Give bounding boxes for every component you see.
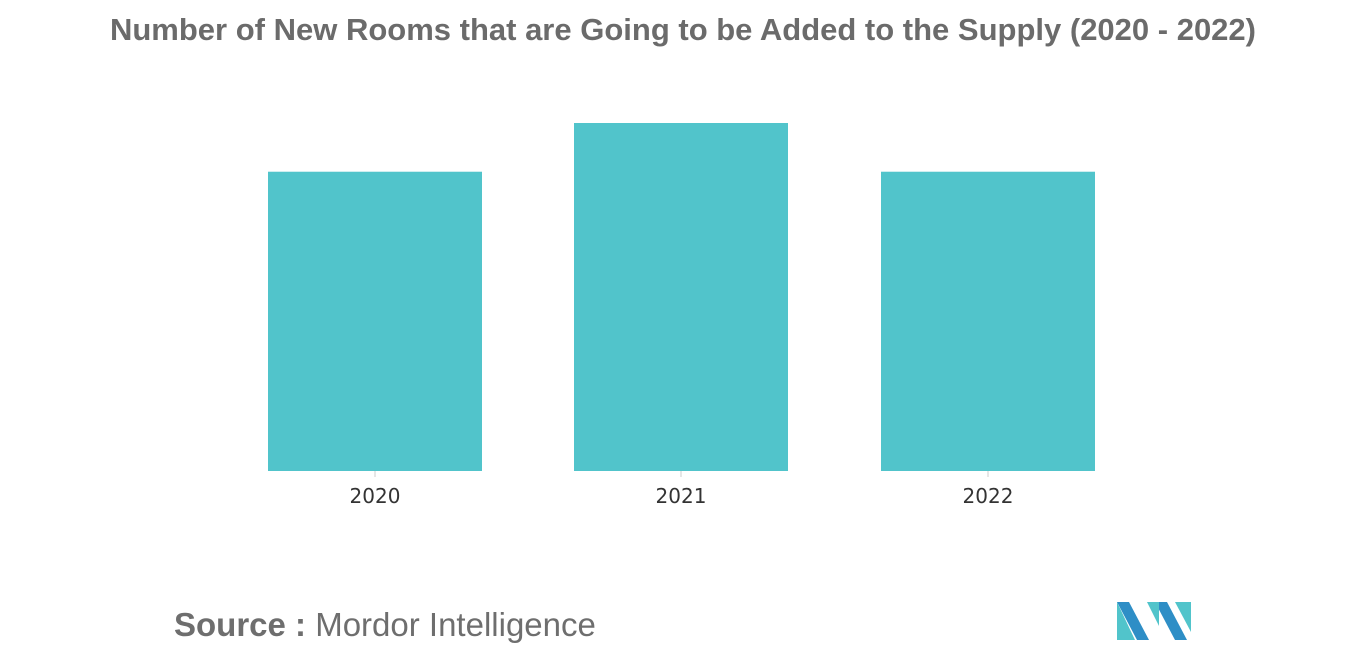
mordor-intelligence-logo-icon — [1117, 602, 1191, 640]
x-tick-label-2021: 2021 — [656, 484, 707, 508]
chart-title: Number of New Rooms that are Going to be… — [109, 12, 1256, 47]
bar-2022 — [881, 171, 1095, 471]
bar-2021 — [574, 123, 788, 471]
bars-group — [268, 123, 1095, 471]
x-tick-label-2022: 2022 — [963, 484, 1014, 508]
source-label: Source : — [174, 606, 307, 643]
x-axis: 2020 2021 2022 — [350, 471, 1014, 508]
bar-chart: 2020 2021 2022 — [268, 123, 1095, 508]
x-tick-label-2020: 2020 — [350, 484, 401, 508]
bar-2020 — [268, 171, 482, 471]
source-note: Source : Mordor Intelligence — [174, 606, 596, 644]
source-text: Mordor Intelligence — [315, 606, 596, 643]
